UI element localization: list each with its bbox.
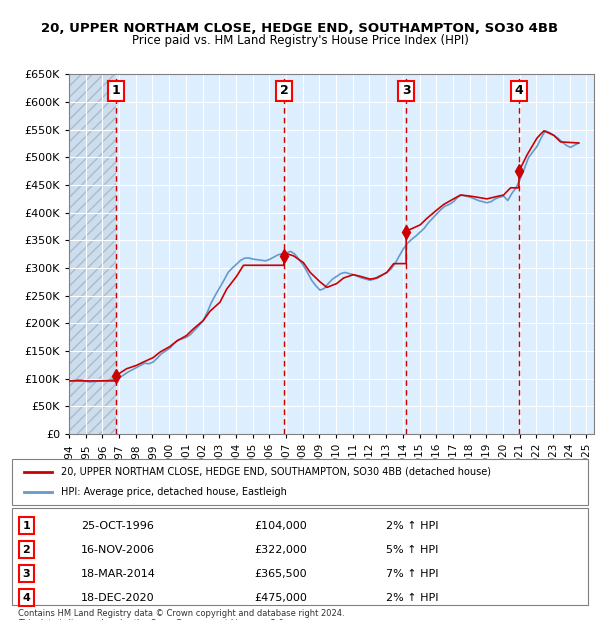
Text: 4: 4 bbox=[22, 593, 31, 603]
FancyBboxPatch shape bbox=[12, 459, 588, 505]
Text: HPI: Average price, detached house, Eastleigh: HPI: Average price, detached house, East… bbox=[61, 487, 287, 497]
Bar bbox=[70, 74, 116, 434]
Text: Contains HM Land Registry data © Crown copyright and database right 2024.
This d: Contains HM Land Registry data © Crown c… bbox=[18, 609, 344, 620]
Text: 7% ↑ HPI: 7% ↑ HPI bbox=[386, 569, 439, 578]
Text: 3: 3 bbox=[402, 84, 410, 97]
Text: 18-MAR-2014: 18-MAR-2014 bbox=[81, 569, 156, 578]
Text: 16-NOV-2006: 16-NOV-2006 bbox=[81, 545, 155, 555]
Text: 3: 3 bbox=[23, 569, 30, 578]
Text: £475,000: £475,000 bbox=[254, 593, 307, 603]
Text: 2: 2 bbox=[23, 545, 30, 555]
FancyBboxPatch shape bbox=[12, 508, 588, 604]
Text: 18-DEC-2020: 18-DEC-2020 bbox=[81, 593, 155, 603]
Text: £104,000: £104,000 bbox=[254, 521, 307, 531]
Text: 1: 1 bbox=[23, 521, 30, 531]
Text: 25-OCT-1996: 25-OCT-1996 bbox=[81, 521, 154, 531]
Text: 2: 2 bbox=[280, 84, 288, 97]
Text: 1: 1 bbox=[112, 84, 121, 97]
Text: £365,500: £365,500 bbox=[254, 569, 307, 578]
Text: 2% ↑ HPI: 2% ↑ HPI bbox=[386, 521, 439, 531]
Text: 5% ↑ HPI: 5% ↑ HPI bbox=[386, 545, 439, 555]
Text: 20, UPPER NORTHAM CLOSE, HEDGE END, SOUTHAMPTON, SO30 4BB (detached house): 20, UPPER NORTHAM CLOSE, HEDGE END, SOUT… bbox=[61, 467, 491, 477]
Text: 2% ↑ HPI: 2% ↑ HPI bbox=[386, 593, 439, 603]
Text: 4: 4 bbox=[515, 84, 523, 97]
Text: 20, UPPER NORTHAM CLOSE, HEDGE END, SOUTHAMPTON, SO30 4BB: 20, UPPER NORTHAM CLOSE, HEDGE END, SOUT… bbox=[41, 22, 559, 35]
Text: £322,000: £322,000 bbox=[254, 545, 307, 555]
Text: Price paid vs. HM Land Registry's House Price Index (HPI): Price paid vs. HM Land Registry's House … bbox=[131, 34, 469, 47]
